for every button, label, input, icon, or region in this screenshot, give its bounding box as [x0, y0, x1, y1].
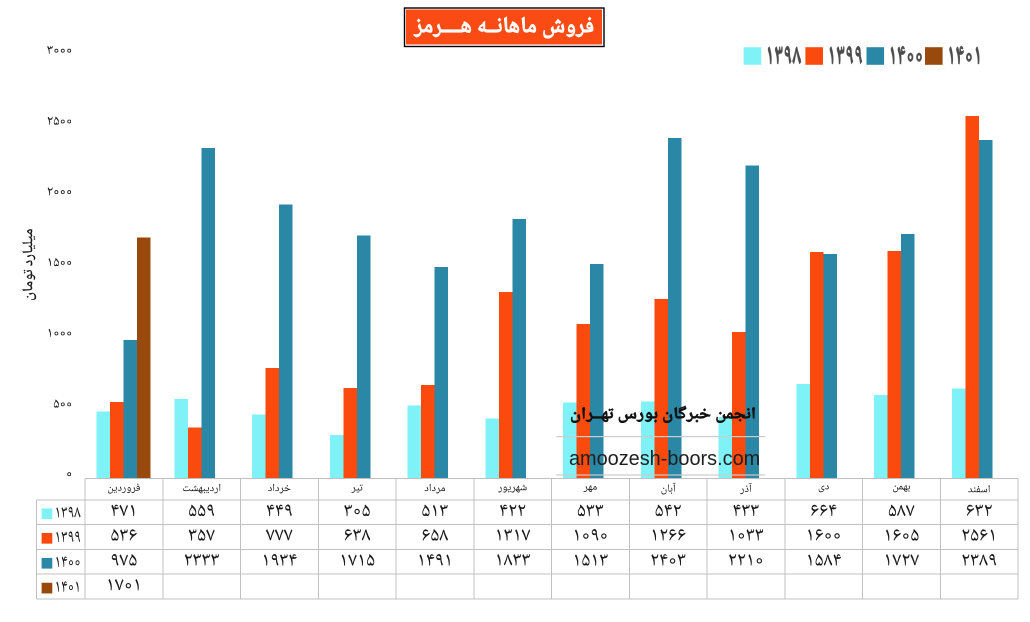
svg-text:amoozesh-boors.com: amoozesh-boors.com	[569, 448, 760, 470]
